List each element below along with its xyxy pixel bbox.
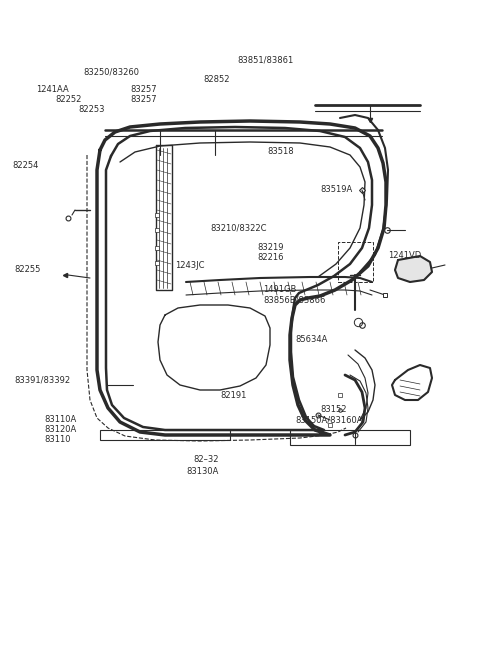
Polygon shape	[395, 256, 432, 282]
Text: 83851/83861: 83851/83861	[237, 55, 293, 64]
Text: 82255: 82255	[14, 265, 40, 275]
Bar	[100, 430, 230, 440]
Text: 1241VD: 1241VD	[388, 250, 421, 260]
Text: 82852: 82852	[203, 76, 229, 85]
Text: 82254: 82254	[12, 160, 38, 170]
Text: 1491GB: 1491GB	[263, 286, 296, 294]
Text: 85634A: 85634A	[295, 336, 327, 344]
Text: 83152: 83152	[320, 405, 347, 415]
Bar	[290, 430, 410, 445]
Text: 83150A/83160A: 83150A/83160A	[295, 415, 362, 424]
Text: 83391/83392: 83391/83392	[14, 376, 70, 384]
Text: 83856B/83866: 83856B/83866	[263, 296, 325, 304]
Text: 1243JC: 1243JC	[175, 260, 204, 269]
Text: 82252: 82252	[55, 95, 82, 104]
Text: 82253: 82253	[78, 106, 105, 114]
Text: 83120A: 83120A	[44, 426, 76, 434]
Text: 83210/8322C: 83210/8322C	[210, 223, 266, 233]
Text: 83257: 83257	[130, 85, 156, 95]
Text: 83219: 83219	[257, 242, 284, 252]
Text: 1241AA: 1241AA	[36, 85, 69, 95]
Text: 83250/83260: 83250/83260	[83, 68, 139, 76]
Text: 83130A: 83130A	[186, 468, 218, 476]
Text: 83257: 83257	[130, 95, 156, 104]
Text: 83519A: 83519A	[320, 185, 352, 194]
Text: 82216: 82216	[257, 254, 284, 263]
Text: 83110: 83110	[44, 436, 71, 445]
Text: 83518: 83518	[267, 148, 294, 156]
Text: 82–32: 82–32	[193, 455, 218, 464]
Bar	[338, 242, 373, 282]
Text: 82191: 82191	[220, 390, 246, 399]
Text: 83110A: 83110A	[44, 415, 76, 424]
